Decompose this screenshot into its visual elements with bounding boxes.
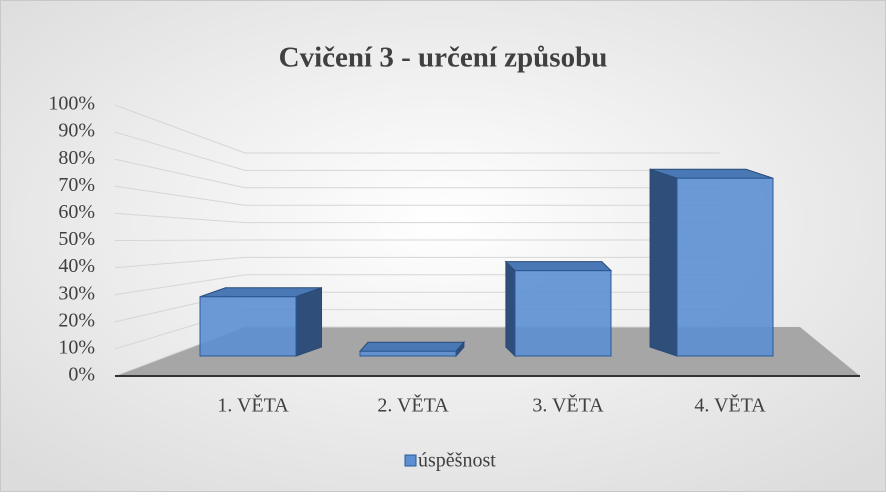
grid-line <box>114 131 720 171</box>
y-tick-label: 10% <box>58 336 95 358</box>
bar-front <box>676 177 774 357</box>
y-tick-label: 50% <box>58 228 95 250</box>
grid-line <box>114 158 720 189</box>
y-tick-label: 70% <box>58 174 95 196</box>
x-tick-label: 2. VĚTA <box>377 394 449 417</box>
bar <box>358 340 466 358</box>
bar-front <box>359 350 457 357</box>
bar-front <box>514 270 612 357</box>
chart-title: Cvičení 3 - určení způsobu <box>279 42 608 74</box>
bar <box>649 168 774 357</box>
bar-top <box>504 261 613 272</box>
y-tick-label: 80% <box>58 147 95 169</box>
bar <box>504 260 613 358</box>
grid-line <box>114 256 720 269</box>
grid-line <box>114 185 720 206</box>
y-tick-label: 40% <box>58 255 95 277</box>
bar-side <box>505 260 516 358</box>
y-tick-label: 30% <box>58 282 95 304</box>
bar <box>199 287 323 357</box>
bar-side <box>295 287 323 357</box>
y-tick-label: 0% <box>68 364 95 386</box>
bar-side <box>649 168 678 357</box>
x-tick-label: 3. VĚTA <box>532 394 604 417</box>
y-tick-label: 60% <box>58 201 95 223</box>
x-tick-label: 4. VĚTA <box>694 394 766 417</box>
bar-top <box>358 341 466 352</box>
x-tick-label: 1. VĚTA <box>217 394 289 417</box>
y-tick-label: 90% <box>58 120 95 142</box>
legend-swatch <box>404 454 417 467</box>
bar-front <box>199 296 297 357</box>
legend-label: úspěšnost <box>418 450 496 472</box>
y-tick-label: 20% <box>58 309 95 331</box>
grid-line <box>114 239 720 241</box>
grid-line <box>114 104 720 154</box>
grid-line <box>114 212 720 224</box>
y-tick-label: 100% <box>48 93 95 115</box>
